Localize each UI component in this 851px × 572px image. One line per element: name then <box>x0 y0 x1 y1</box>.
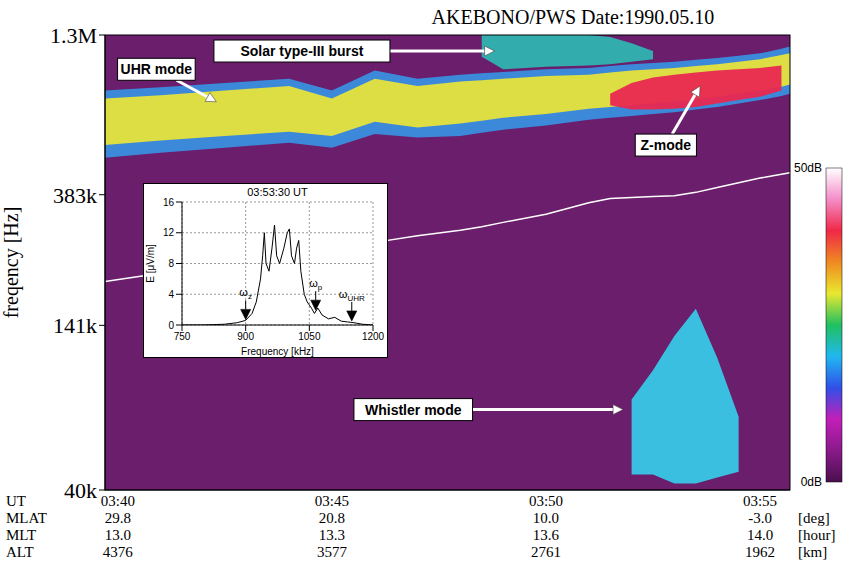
svg-text:4: 4 <box>168 289 174 300</box>
svg-text:03:45: 03:45 <box>315 493 349 509</box>
svg-text:383k: 383k <box>53 183 97 208</box>
svg-text:4376: 4376 <box>103 544 134 560</box>
svg-text:[km]: [km] <box>798 544 827 560</box>
svg-text:10.0: 10.0 <box>533 510 559 526</box>
svg-text:03:40: 03:40 <box>101 493 135 509</box>
svg-text:Z-mode: Z-mode <box>641 137 692 153</box>
svg-text:[deg]: [deg] <box>798 510 830 526</box>
svg-text:1050: 1050 <box>298 331 321 342</box>
svg-text:20.8: 20.8 <box>319 510 345 526</box>
svg-text:AKEBONO/PWS Date:1990.05.10: AKEBONO/PWS Date:1990.05.10 <box>432 6 715 28</box>
svg-text:ωp: ωp <box>309 277 323 292</box>
svg-text:MLAT: MLAT <box>6 510 47 526</box>
svg-text:13.3: 13.3 <box>319 527 345 543</box>
svg-text:13.6: 13.6 <box>533 527 560 543</box>
svg-text:900: 900 <box>237 331 254 342</box>
svg-text:MLT: MLT <box>6 527 36 543</box>
svg-text:29.8: 29.8 <box>105 510 131 526</box>
svg-text:16: 16 <box>163 197 175 208</box>
svg-text:UHR mode: UHR mode <box>121 61 193 77</box>
svg-text:0dB: 0dB <box>801 475 822 489</box>
svg-text:Whistler mode: Whistler mode <box>365 402 462 418</box>
svg-text:Frequency [kHz]: Frequency [kHz] <box>241 346 314 357</box>
svg-text:ALT: ALT <box>6 544 34 560</box>
svg-text:-3.0: -3.0 <box>748 510 772 526</box>
svg-text:ωz: ωz <box>239 286 252 301</box>
svg-text:750: 750 <box>174 331 191 342</box>
svg-text:03:50: 03:50 <box>529 493 563 509</box>
svg-text:8: 8 <box>168 258 174 269</box>
svg-text:3577: 3577 <box>317 544 348 560</box>
svg-text:13.0: 13.0 <box>105 527 131 543</box>
svg-text:[hour]: [hour] <box>798 527 836 543</box>
svg-text:E [μV/m]: E [μV/m] <box>145 244 156 283</box>
svg-text:12: 12 <box>163 227 175 238</box>
svg-text:0: 0 <box>168 320 174 331</box>
svg-text:1.3M: 1.3M <box>50 23 97 48</box>
svg-text:ωUHR: ωUHR <box>339 288 365 303</box>
svg-text:1962: 1962 <box>745 544 775 560</box>
svg-text:Solar type-III burst: Solar type-III burst <box>240 43 363 59</box>
svg-text:freqency [Hz]: freqency [Hz] <box>0 207 23 319</box>
svg-text:40k: 40k <box>64 478 97 503</box>
svg-text:141k: 141k <box>53 313 97 338</box>
svg-text:UT: UT <box>6 493 26 509</box>
svg-text:1200: 1200 <box>362 331 385 342</box>
svg-text:2761: 2761 <box>531 544 561 560</box>
svg-text:50dB: 50dB <box>794 161 822 175</box>
svg-text:03:53:30 UT: 03:53:30 UT <box>247 186 308 198</box>
svg-text:14.0: 14.0 <box>747 527 773 543</box>
svg-text:03:55: 03:55 <box>743 493 777 509</box>
